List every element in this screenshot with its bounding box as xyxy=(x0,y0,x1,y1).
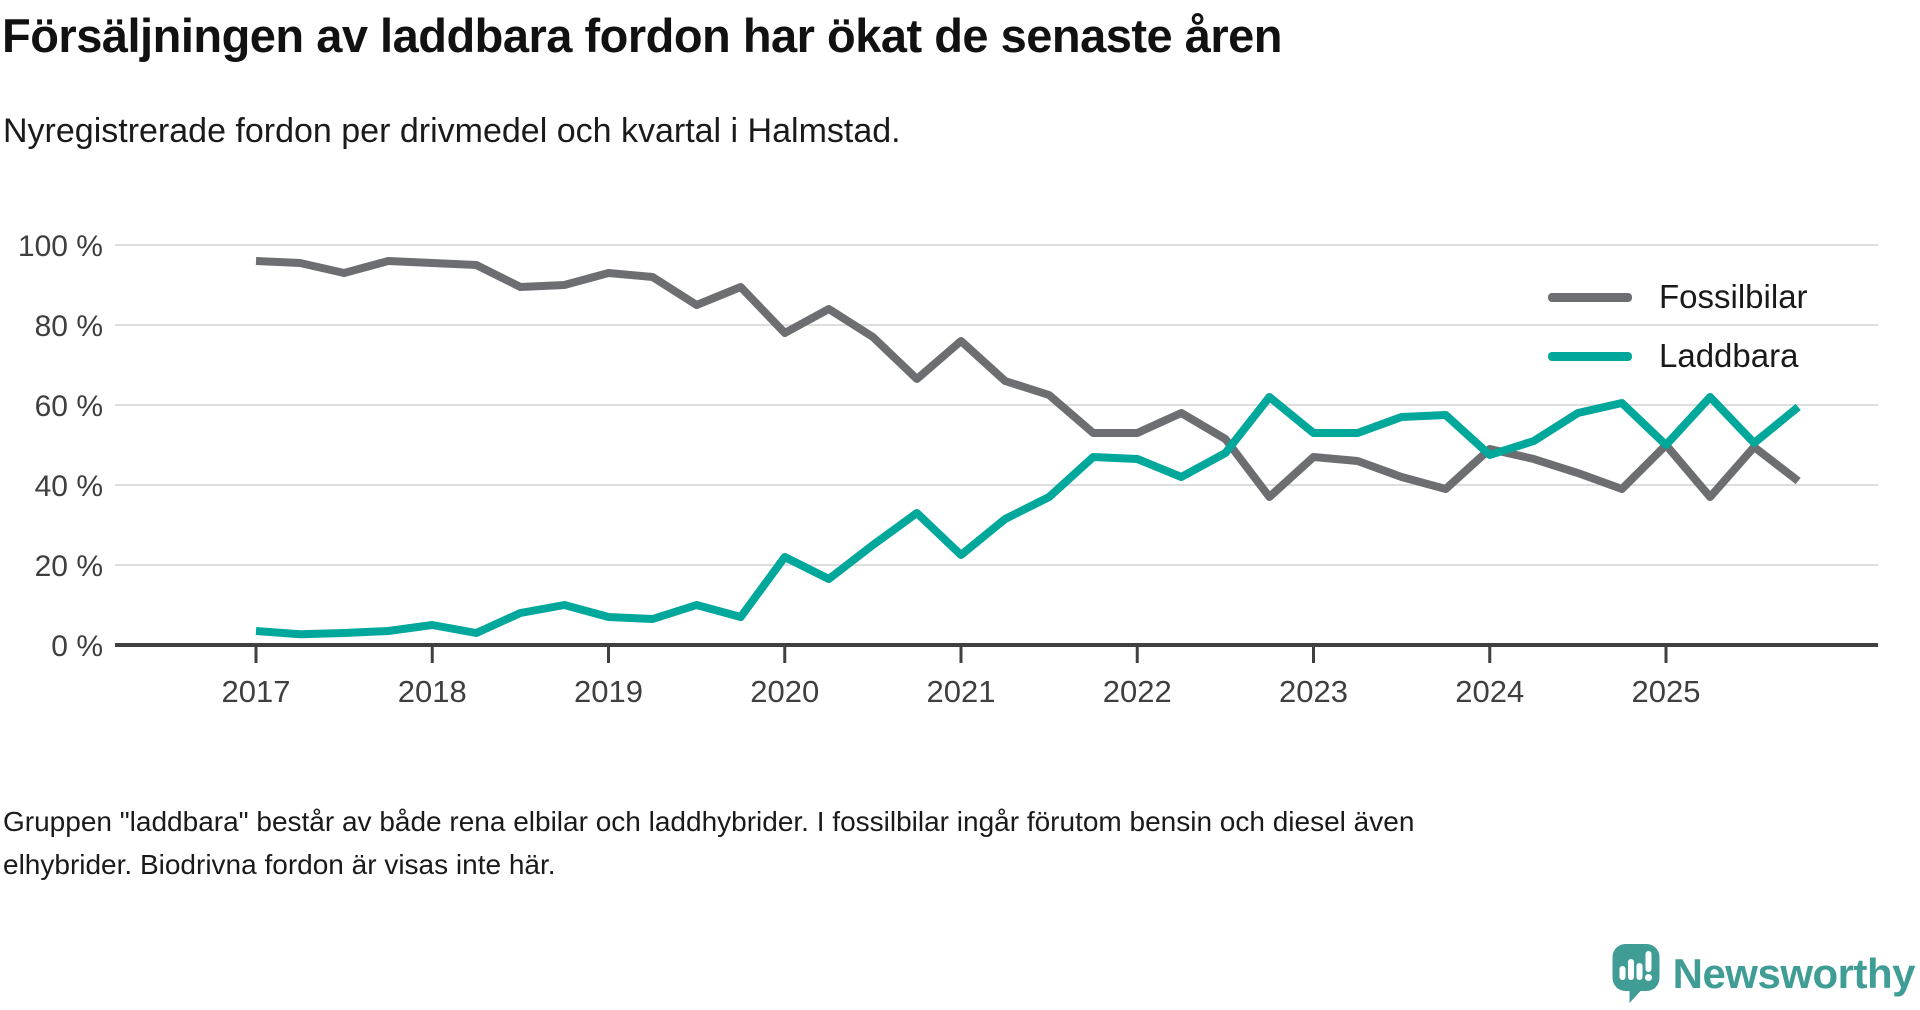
series-line-fossilbilar xyxy=(255,257,1801,501)
y-axis-tick-label: 20 % xyxy=(35,550,103,583)
page-subtitle: Nyregistrerade fordon per drivmedel och … xyxy=(3,112,901,150)
legend-item-fossilbilar: Fossilbilar xyxy=(1548,276,1808,318)
y-axis-tick-label: 100 % xyxy=(18,230,103,263)
page-title: Försäljningen av laddbara fordon har öka… xyxy=(2,9,1283,62)
x-axis-tick-label: 2024 xyxy=(1455,674,1524,709)
x-axis-tick-label: 2019 xyxy=(574,674,643,709)
legend-swatch-fossilbilar-icon xyxy=(1548,292,1632,302)
x-axis-tick-label: 2020 xyxy=(750,674,819,709)
legend-label: Laddbara xyxy=(1659,337,1799,374)
x-axis-tick-label: 2021 xyxy=(927,674,996,709)
newsworthy-logo-text: Newsworthy xyxy=(1672,950,1916,997)
x-axis-tick-label: 2022 xyxy=(1103,674,1172,709)
x-axis-tick-label: 2025 xyxy=(1632,674,1701,709)
y-axis-tick-label: 60 % xyxy=(35,390,103,423)
footnote-line-1: Gruppen "laddbara" består av både rena e… xyxy=(3,806,1415,837)
x-axis-tick-label: 2018 xyxy=(398,674,467,709)
chart-legend: Fossilbilar Laddbara xyxy=(1548,276,1808,377)
legend-item-laddbara: Laddbara xyxy=(1548,335,1808,377)
x-axis-tick-label: 2017 xyxy=(222,674,291,709)
legend-swatch-laddbara-icon xyxy=(1548,351,1632,361)
y-axis-tick-label: 40 % xyxy=(35,470,103,503)
series-line-laddbara xyxy=(255,393,1801,639)
footnote-line-2: elhybrider. Biodrivna fordon är visas in… xyxy=(3,849,556,881)
y-axis-tick-label: 80 % xyxy=(35,310,103,343)
chart-footnote: Gruppen "laddbara" består av både rena e… xyxy=(3,800,1414,887)
legend-label: Fossilbilar xyxy=(1659,278,1808,315)
newsworthy-logo-icon xyxy=(1612,944,1660,1003)
y-axis-tick-label: 0 % xyxy=(51,630,103,663)
newsworthy-branding: Newsworthy xyxy=(1612,944,1916,1004)
x-axis-tick-label: 2023 xyxy=(1279,674,1348,709)
